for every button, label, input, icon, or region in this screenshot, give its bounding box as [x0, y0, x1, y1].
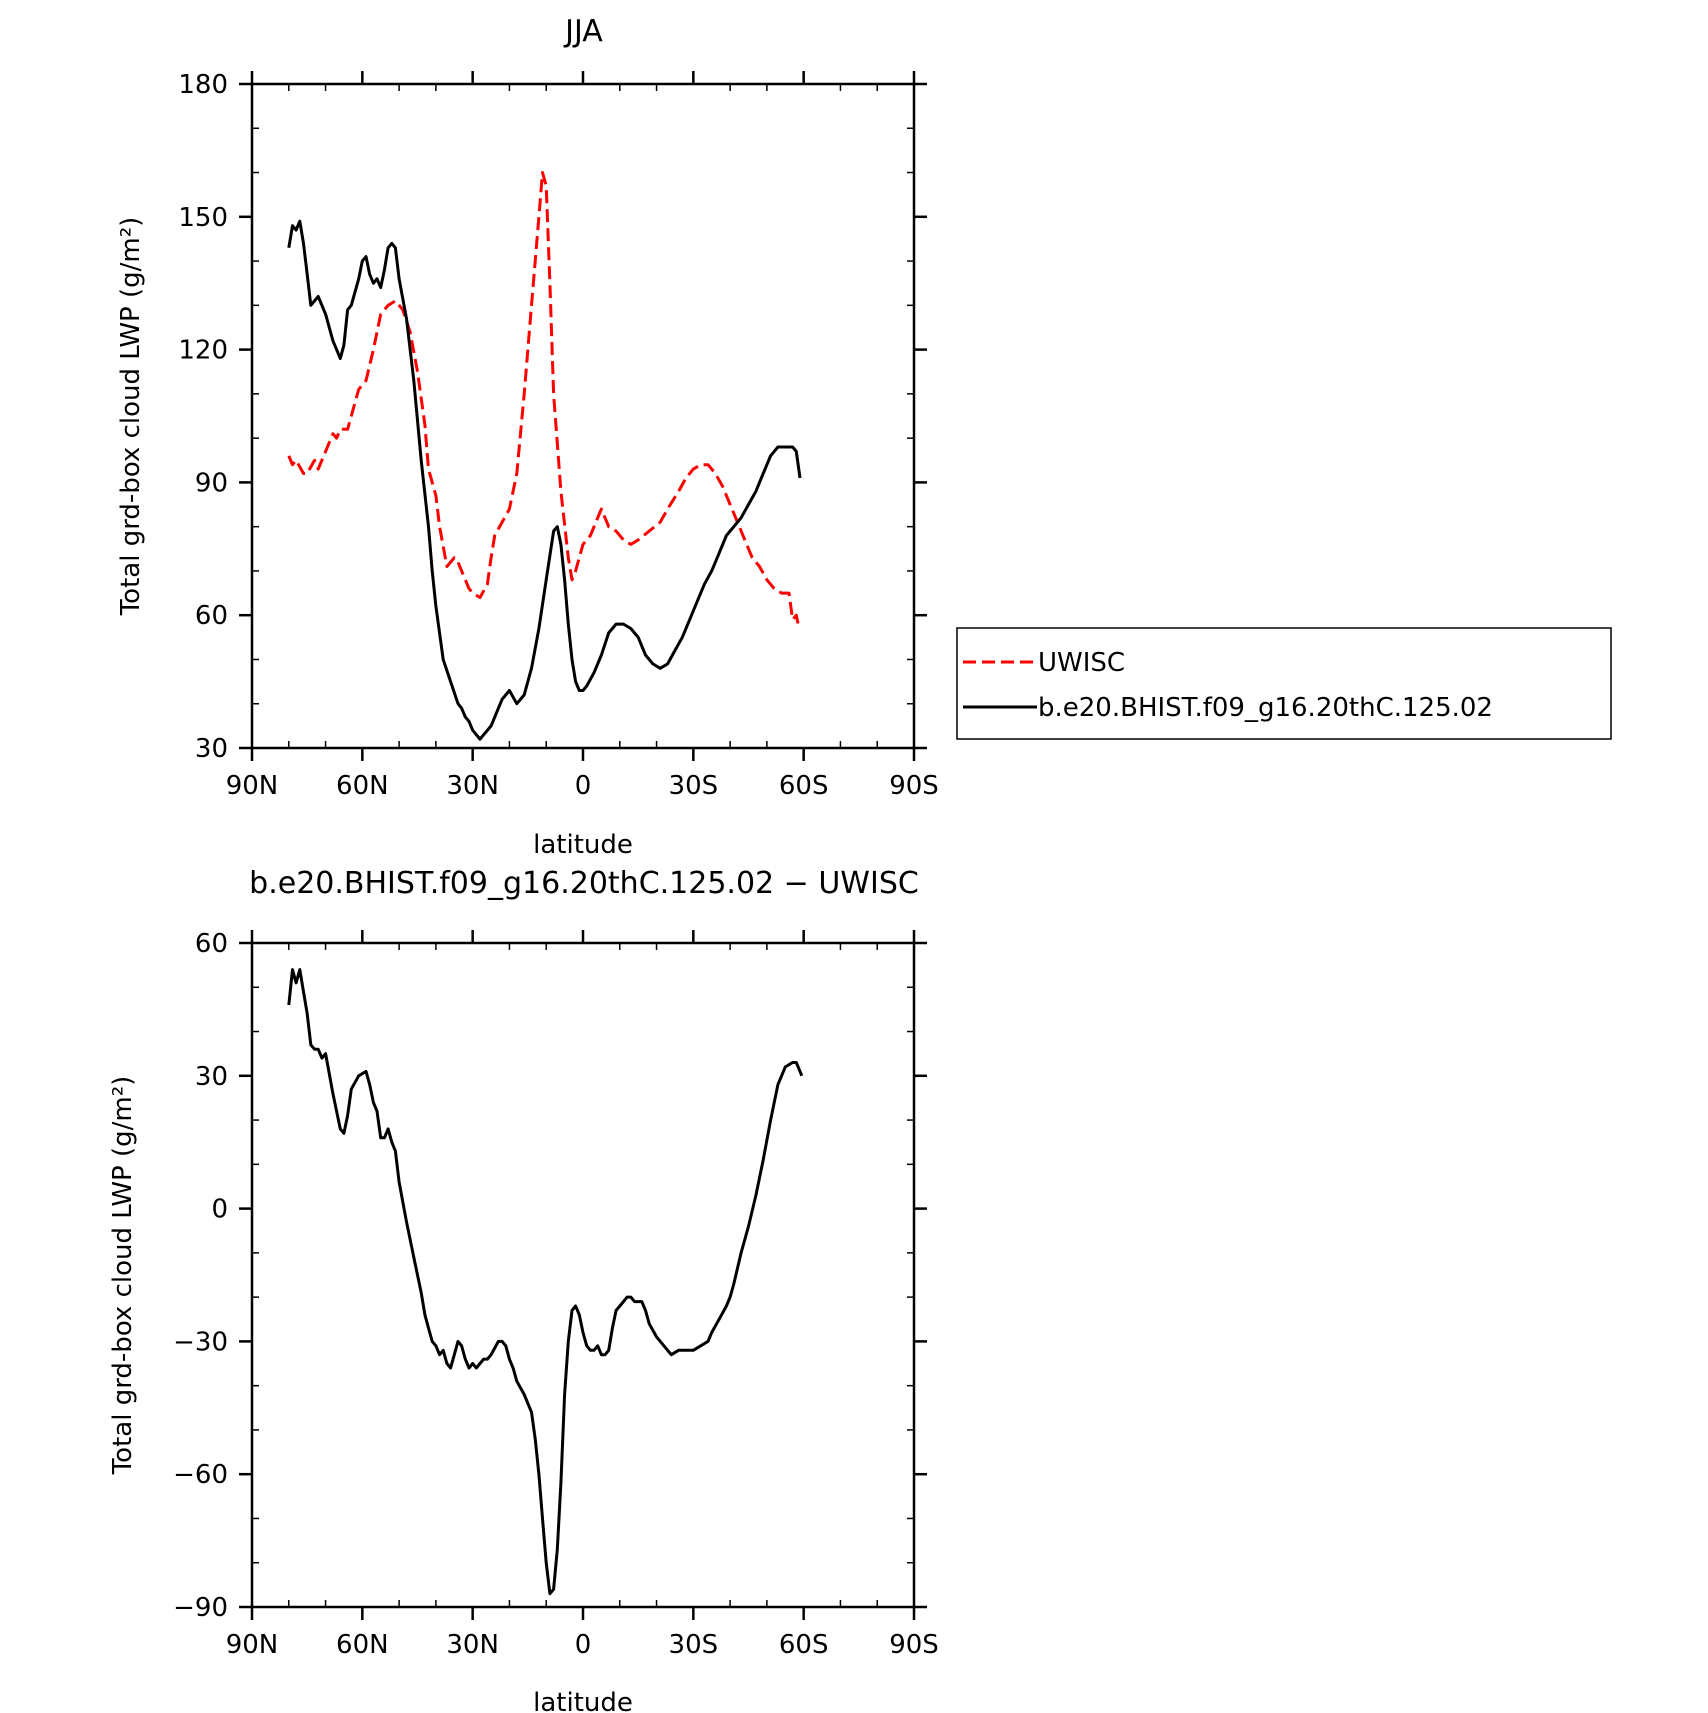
- series-line-difference-0: [287, 968, 804, 1596]
- x-tick-label: 60N: [336, 771, 389, 801]
- y-tick-label: 150: [178, 203, 228, 233]
- legend-label-model: b.e20.BHIST.f09_g16.20thC.125.02: [1038, 693, 1493, 723]
- panel-bottom-ticks: [239, 930, 927, 1620]
- series-line-b-e20-bhist-f09-g16-20thc-125-02: [287, 219, 802, 741]
- y-tick-label: −60: [173, 1460, 228, 1490]
- y-tick-label: 60: [195, 929, 228, 959]
- legend: UWISC b.e20.BHIST.f09_g16.20thC.125.02: [956, 627, 1612, 740]
- panel-bottom-frame: [250, 941, 916, 1609]
- x-tick-label: 0: [575, 1630, 592, 1660]
- panel-top-x-axis-title: latitude: [533, 830, 633, 860]
- panel-top-y-axis-title: Total grd-box cloud LWP (g/m²): [116, 217, 146, 617]
- panel-top-x-tick-labels: 90N 60N 30N 0 30S 60S 90S: [226, 771, 939, 801]
- x-tick-label: 30S: [669, 771, 719, 801]
- x-tick-label: 60N: [336, 1630, 389, 1660]
- x-tick-label: 90S: [889, 771, 939, 801]
- panel-bottom-title: b.e20.BHIST.f09_g16.20thC.125.02 − UWISC: [249, 866, 919, 901]
- y-tick-label: 180: [178, 70, 228, 100]
- legend-label-uwisc: UWISC: [1038, 648, 1125, 678]
- panel-top-ticks: [239, 71, 927, 761]
- x-tick-label: 0: [575, 771, 592, 801]
- y-tick-label: 30: [195, 1062, 228, 1092]
- panel-top-y-tick-labels: 30 60 90 120 150 180: [178, 70, 228, 764]
- x-tick-label: 90N: [226, 1630, 279, 1660]
- panel-bottom: b.e20.BHIST.f09_g16.20thC.125.02 − UWISC…: [108, 866, 939, 1713]
- panel-bottom-y-tick-labels: −90 −60 −30 0 30 60: [173, 929, 228, 1623]
- x-tick-label: 60S: [779, 771, 829, 801]
- panel-bottom-x-axis-title: latitude: [533, 1688, 633, 1713]
- series-line-uwisc: [287, 171, 800, 625]
- y-tick-label: 60: [195, 601, 228, 631]
- y-tick-label: −30: [173, 1327, 228, 1357]
- x-tick-label: 60S: [779, 1630, 829, 1660]
- x-tick-label: 90N: [226, 771, 279, 801]
- y-tick-label: 0: [211, 1195, 228, 1225]
- y-tick-label: −90: [173, 1593, 228, 1623]
- legend-box: [956, 627, 1612, 740]
- panel-bottom-y-axis-title: Total grd-box cloud LWP (g/m²): [108, 1076, 138, 1476]
- x-tick-label: 30N: [446, 771, 499, 801]
- x-tick-label: 30N: [446, 1630, 499, 1660]
- y-tick-label: 120: [178, 336, 228, 366]
- x-tick-label: 30S: [669, 1630, 719, 1660]
- x-tick-label: 90S: [889, 1630, 939, 1660]
- panel-top: JJA 90N 60N 30N 0 30S 60S 90S 306090120150180 …: [116, 14, 939, 860]
- panel-top-series: [287, 171, 802, 741]
- panel-top-title: JJA: [563, 14, 603, 49]
- y-tick-label: 90: [195, 468, 228, 498]
- y-tick-label: 30: [195, 734, 228, 764]
- panel-bottom-x-tick-labels: 90N 60N 30N 0 30S 60S 90S: [226, 1630, 939, 1660]
- panel-bottom-series: [287, 968, 804, 1596]
